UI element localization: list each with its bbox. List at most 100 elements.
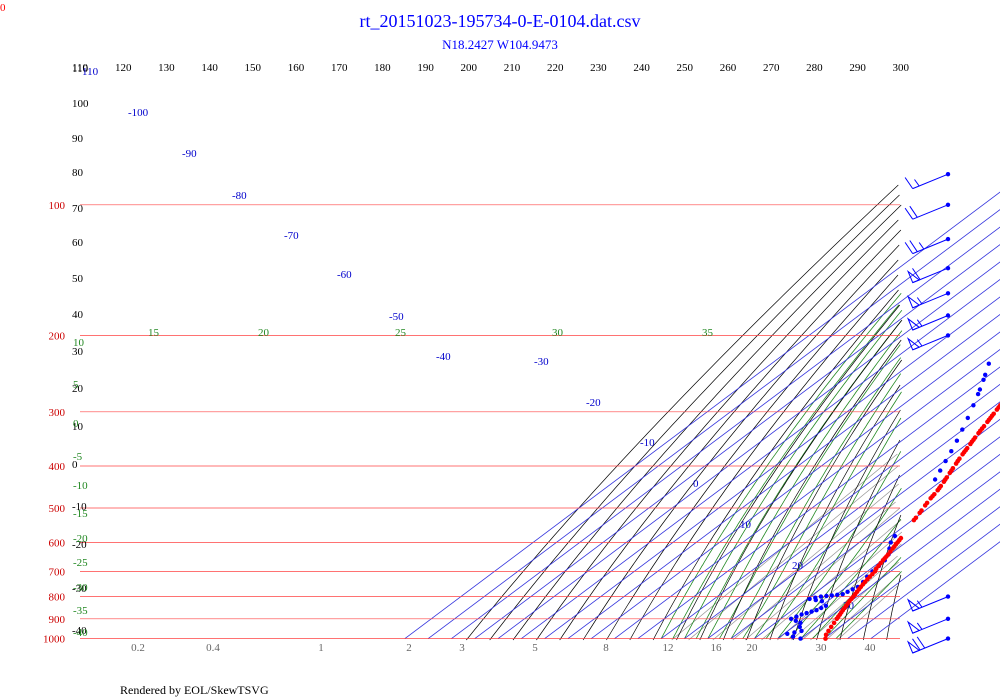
dewpoint-point [932, 477, 938, 482]
wind-barb-flag [906, 620, 921, 634]
wind-barb-half [916, 297, 923, 305]
wind-barb-full [912, 638, 921, 651]
dry-adiabat [676, 304, 901, 641]
dry-adiabat-label: -40 [72, 625, 87, 637]
moist-adiabat [672, 304, 900, 639]
moist-adiabat-label: -5 [73, 451, 83, 463]
wind-barb-station [945, 236, 951, 242]
isotherm-label: 30 [843, 600, 855, 612]
dewpoint-point [977, 387, 983, 392]
isotherm-label: -70 [284, 230, 299, 242]
wind-barb-flag [906, 295, 921, 309]
moist-adiabat [754, 391, 902, 639]
dewpoint-point [804, 610, 809, 616]
isotherm-line [800, 488, 1000, 639]
wind-barb-half [916, 319, 923, 327]
dry-adiabat-label: 50 [72, 273, 84, 285]
top-tick-label: 200 [461, 62, 478, 74]
mixing-ratio-line [837, 585, 898, 641]
moist-adiabat [789, 487, 902, 639]
isotherm-label: -20 [586, 397, 601, 409]
temperature-point [860, 582, 866, 587]
dewpoint-point [819, 605, 824, 611]
dewpoint-point [809, 609, 814, 614]
dry-adiabat-label: 70 [72, 203, 84, 215]
top-tick-label: 220 [547, 62, 564, 74]
dewpoint-point [792, 630, 797, 635]
wind-barb [906, 636, 951, 654]
isotherm-line [847, 523, 1000, 639]
corner-label: 0 [0, 2, 6, 14]
dewpoint-point [829, 593, 834, 598]
isotherm-line [684, 401, 1000, 639]
mixing-ratio-label: 3 [459, 642, 465, 654]
moist-adiabat [777, 451, 902, 639]
mixing-ratio-label: 16 [711, 642, 723, 654]
dewpoint-point [824, 593, 829, 599]
isotherm-line [497, 261, 1000, 639]
top-tick-label: 300 [893, 62, 910, 74]
dry-adiabat-label: 90 [72, 133, 84, 145]
wind-barb-flag [906, 317, 921, 331]
dry-adiabat [839, 474, 900, 641]
temperature-point [888, 549, 893, 554]
wind-barb-full [909, 205, 918, 218]
dry-adiabat [886, 574, 902, 641]
moist-adiabat-label: -15 [73, 508, 88, 520]
isotherm-label: -10 [640, 437, 655, 449]
temperature-point [852, 591, 858, 597]
top-tick-label: 130 [158, 62, 175, 74]
mixing-ratio-label: 40 [865, 642, 877, 654]
mixing-ratio-line [825, 573, 901, 641]
isotherm-label: 20 [792, 560, 804, 572]
wind-barb-full [904, 177, 914, 189]
mixing-ratio-label: 2 [406, 642, 412, 654]
top-tick-label: 250 [677, 62, 694, 74]
temperature-point [950, 466, 956, 471]
dewpoint-point [983, 372, 988, 377]
dewpoint-point [794, 614, 799, 619]
wind-barb-station [945, 266, 951, 271]
temperature-point [944, 475, 950, 480]
chart-title: rt_20151023-195734-0-E-0104.dat.csv [360, 11, 641, 31]
isotherm-line [754, 453, 1000, 639]
dewpoint-point [818, 594, 824, 599]
temperature-point [842, 605, 847, 611]
wind-barb [906, 616, 951, 634]
wind-barb-station [945, 636, 951, 641]
isotherm-label: 0 [693, 478, 699, 490]
wind-barb-half [916, 622, 923, 630]
temperature-point [972, 435, 978, 440]
top-tick-label: 270 [763, 62, 780, 74]
dry-adiabat [536, 219, 899, 641]
moist-adiabat [707, 330, 903, 639]
temperature-point [823, 632, 829, 638]
isotherm-label: -30 [534, 356, 549, 368]
wind-barb-flag [906, 640, 921, 654]
dry-adiabat-label: 0 [72, 459, 78, 471]
dry-adiabat [652, 289, 899, 641]
isobar-tick-label: 600 [49, 537, 66, 549]
mixing-ratio-line [761, 519, 902, 641]
wind-barb-flag [906, 269, 921, 284]
dewpoint-point [799, 612, 804, 617]
temperature-point [865, 577, 870, 582]
temperature-point [870, 571, 875, 577]
dewpoint-point [785, 631, 790, 636]
isobar-tick-label: 100 [49, 200, 66, 212]
isotherm-line [660, 383, 1000, 639]
isobar-tick-label: 400 [49, 461, 66, 473]
dewpoint-point [954, 438, 960, 443]
dry-adiabat [629, 274, 899, 641]
dewpoint-point [888, 540, 893, 545]
temperature-point [924, 500, 930, 506]
isotherm-label: 110 [82, 66, 99, 78]
footer-credit: Rendered by EOL/SkewTSVG [120, 683, 269, 697]
mixing-ratio-label: 30 [816, 642, 828, 654]
moist-adiabat-label: -35 [73, 605, 88, 617]
wind-barb-staff [912, 238, 949, 255]
top-tick-label: 290 [849, 62, 866, 74]
mixing-ratio-label: 0.4 [206, 642, 220, 654]
temperature-point [991, 411, 996, 417]
temperature-point [826, 628, 831, 634]
